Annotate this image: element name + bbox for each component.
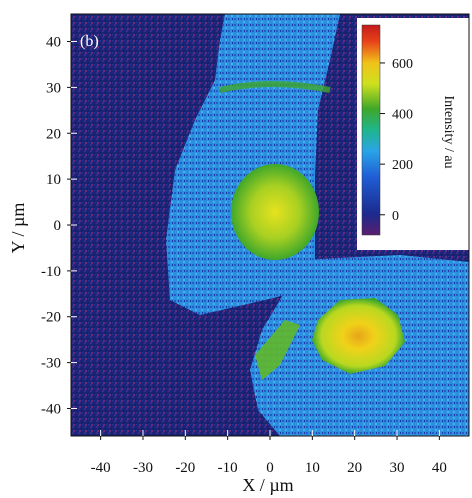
y-tick-label: 20 — [46, 126, 61, 142]
panel-label: (b) — [80, 33, 99, 50]
x-tick-label: -10 — [218, 460, 238, 476]
y-axis: -40 -30 -20 -10 0 10 20 30 40 — [41, 35, 77, 417]
x-tick-label: -20 — [175, 460, 195, 476]
colorbar-tick-label: 400 — [392, 108, 413, 123]
x-axis: -40 -30 -20 -10 0 10 20 30 40 — [91, 430, 447, 476]
x-tick-label: 30 — [390, 460, 405, 476]
nucleus-lower — [312, 298, 405, 374]
colorbar-gradient — [361, 24, 381, 236]
colorbar-tick-label: 600 — [392, 57, 413, 72]
colorbar-tick-label: 0 — [392, 209, 399, 224]
y-tick-label: 40 — [46, 35, 61, 51]
x-tick-label: 0 — [266, 460, 274, 476]
x-tick-label: 10 — [305, 460, 320, 476]
y-tick-label: 0 — [54, 218, 62, 234]
y-tick-label: -20 — [41, 310, 61, 326]
colorbar-tick-label: 200 — [392, 158, 413, 173]
y-axis-title: Y / µm — [8, 203, 28, 254]
green-streak — [255, 320, 300, 380]
x-tick-label: 20 — [347, 460, 362, 476]
x-axis-title: X / µm — [242, 475, 293, 495]
y-tick-label: 10 — [46, 172, 61, 188]
nucleus-upper — [231, 164, 319, 260]
x-tick-label: 40 — [432, 460, 447, 476]
colorbar-ticks: 0 200 400 600 — [380, 57, 413, 224]
x-tick-label: -30 — [133, 460, 153, 476]
cell-edge — [219, 81, 331, 93]
y-tick-label: -10 — [41, 264, 61, 280]
colorbar-title: Intensity / au — [441, 95, 456, 168]
y-tick-label: -30 — [41, 356, 61, 372]
y-tick-label: -40 — [41, 401, 61, 417]
y-tick-label: 30 — [46, 80, 61, 96]
x-tick-label: -40 — [91, 460, 111, 476]
